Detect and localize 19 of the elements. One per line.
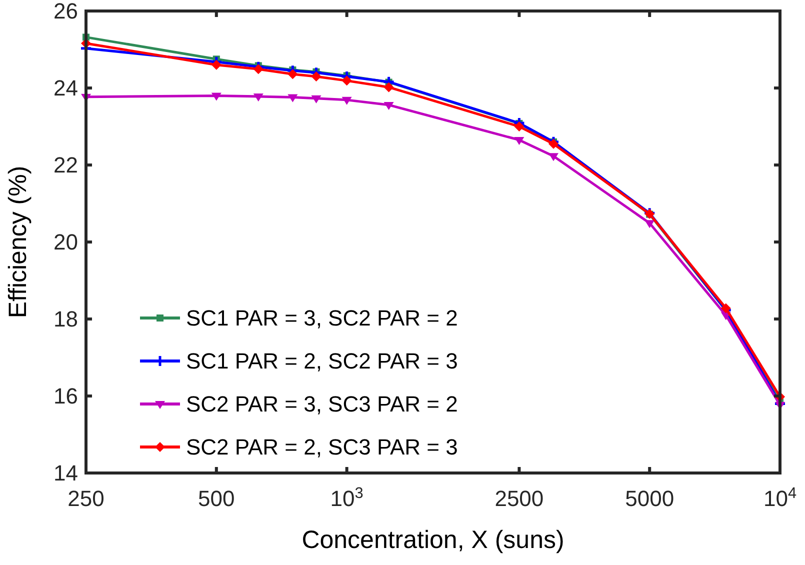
y-tick-label: 20 — [54, 230, 78, 255]
x-tick-label: 10$^{4}$ — [763, 484, 797, 511]
y-tick-label: 14 — [54, 460, 78, 486]
legend-label: SC1 PAR = 2, SC2 PAR = 3 — [186, 348, 458, 374]
y-tick-label: 18 — [54, 306, 78, 332]
x-tick-label: 5000 — [625, 486, 674, 511]
legend-label: SC1 PAR = 3, SC2 PAR = 2 — [186, 306, 458, 331]
x-axis-title: Concentration, X (suns) — [302, 526, 564, 554]
y-tick-label: 22 — [54, 152, 78, 178]
y-tick-label: 26 — [54, 0, 78, 24]
x-tick-label: 10$^{3}$ — [330, 484, 364, 511]
legend-label: SC2 PAR = 3, SC3 PAR = 2 — [186, 392, 458, 417]
x-tick-label: 250 — [68, 486, 104, 511]
x-tick-label: 500 — [198, 486, 235, 511]
x-tick-label: 2500 — [494, 486, 544, 511]
y-tick-label: 16 — [54, 384, 78, 409]
legend-label: SC2 PAR = 2, SC3 PAR = 3 — [186, 434, 458, 460]
y-axis-title: Efficiency (%) — [4, 166, 32, 318]
y-tick-label: 24 — [54, 76, 78, 101]
